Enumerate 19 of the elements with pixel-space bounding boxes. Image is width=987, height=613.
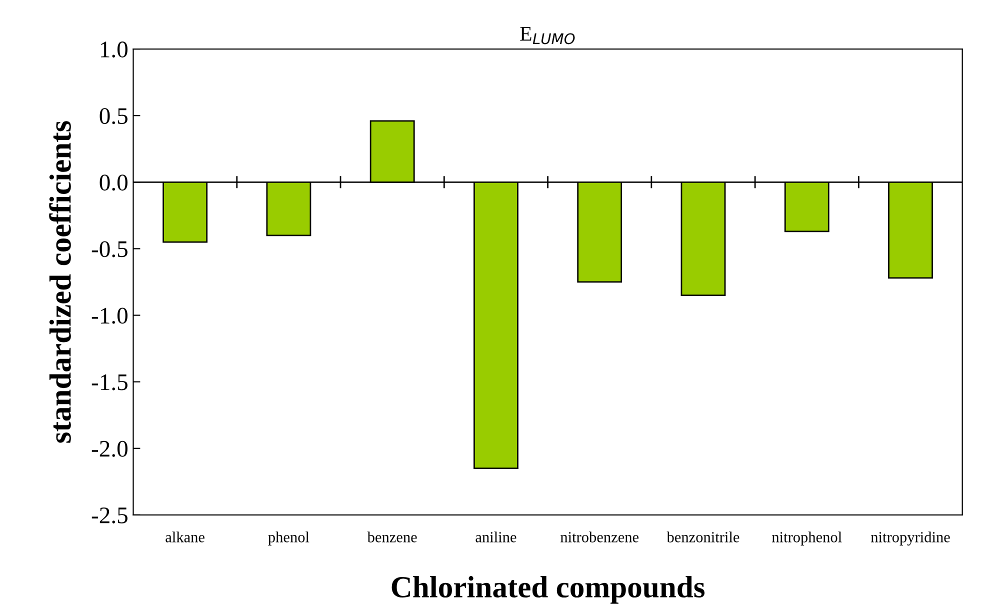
y-tick-label: -2.0 bbox=[92, 440, 128, 457]
x-tick-label: benzene bbox=[367, 532, 417, 542]
y-axis-title: standardized coefficients bbox=[49, 121, 71, 443]
y-tick-label: 1.0 bbox=[100, 42, 128, 58]
x-tick-label: phenol bbox=[268, 532, 310, 546]
x-tick-label: nitropyridine bbox=[870, 532, 950, 546]
x-tick-label: aniline bbox=[476, 532, 516, 542]
y-tick-label: 0.0 bbox=[100, 174, 128, 191]
y-tick-label: -1.0 bbox=[92, 308, 128, 324]
y-tick-label: 0.5 bbox=[100, 108, 128, 124]
x-tick-label: alkane bbox=[166, 532, 204, 542]
y-tick-label: -0.5 bbox=[92, 241, 128, 258]
x-tick-label: nitrophenol bbox=[772, 532, 842, 546]
x-axis-title: Chlorinated compounds bbox=[392, 576, 705, 604]
x-tick-label: nitrobenzene bbox=[560, 532, 639, 542]
x-tick-label: benzonitrile bbox=[666, 532, 740, 542]
y-tick-label: -1.5 bbox=[92, 374, 128, 390]
y-tick-label: -2.5 bbox=[92, 507, 128, 524]
chart-title: E$_{LUMO}$ bbox=[520, 26, 575, 44]
